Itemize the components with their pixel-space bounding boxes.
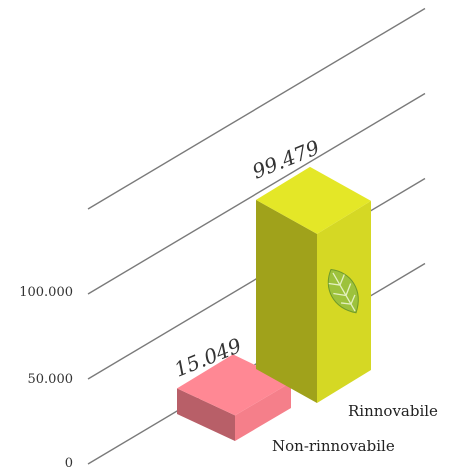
y-tick-label: 50.000 bbox=[28, 372, 74, 387]
y-axis-ticks: 0 50.000 100.000 bbox=[19, 285, 73, 471]
bar-top-face bbox=[256, 166, 371, 234]
leaf-icon bbox=[327, 268, 359, 314]
gridline bbox=[87, 92, 426, 295]
bar-right-face bbox=[235, 382, 291, 441]
gridline bbox=[87, 7, 426, 210]
y-tick-label: 0 bbox=[65, 456, 73, 471]
category-label-non-rinnovabile: Non-rinnovabile bbox=[272, 437, 395, 455]
y-tick-label: 100.000 bbox=[19, 285, 73, 300]
leaf-vein bbox=[328, 272, 356, 312]
category-labels: Rinnovabile Non-rinnovabile bbox=[272, 402, 438, 455]
bar-left-face bbox=[256, 199, 317, 403]
category-label-rinnovabile: Rinnovabile bbox=[348, 402, 438, 420]
bar-left-face bbox=[177, 388, 235, 441]
